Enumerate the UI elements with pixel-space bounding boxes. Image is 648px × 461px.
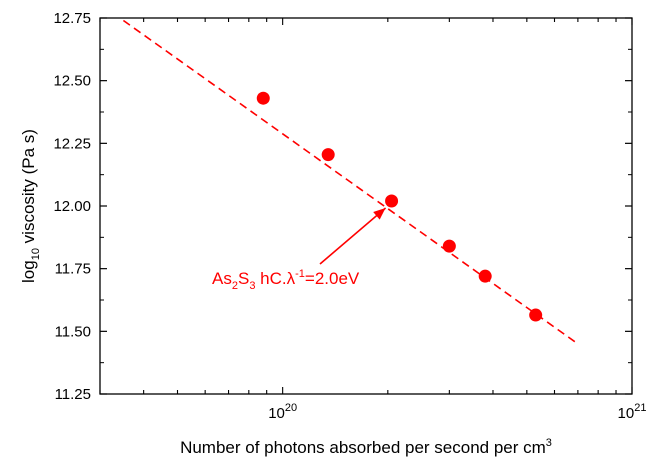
y-tick-label: 11.25 (55, 386, 91, 403)
annotation-group: As2S3 hC.λ-1=2.0eV (212, 207, 387, 292)
x-tick-label-0: 1020 (268, 402, 297, 422)
data-point-2 (321, 148, 335, 162)
y-tick-label: 12.50 (53, 73, 91, 90)
plot-frame (99, 17, 633, 395)
y-axis-title-sub: 10 (30, 248, 42, 260)
y-axis-title: log10 viscosity (Pa s) (19, 129, 42, 283)
data-point-5 (478, 269, 492, 283)
annotation-label: As2S3 hC.λ-1=2.0eV (212, 268, 360, 292)
annotation-arrow-head (373, 207, 386, 220)
x-tick-label-1: 1021 (618, 402, 647, 422)
y-axis-ticks: 11.25 11.50 11.75 12.00 12.25 12.50 12.75 (53, 10, 632, 403)
fit-line (122, 19, 579, 345)
x-axis-ticks: 1020 1021 (99, 18, 647, 422)
data-point-1 (256, 91, 270, 105)
x-axis-title-sup: 3 (546, 437, 552, 449)
data-point-4 (442, 239, 456, 253)
annotation-arrow-line (319, 207, 387, 265)
y-tick-label: 12.25 (53, 135, 91, 152)
y-tick-label: 12.00 (53, 198, 91, 215)
y-tick-label: 12.75 (53, 10, 91, 27)
y-tick-label: 11.75 (55, 261, 91, 278)
data-points (256, 91, 543, 322)
fit-line-group (122, 19, 579, 345)
data-point-6 (529, 308, 543, 322)
y-tick-label: 11.50 (55, 323, 91, 340)
x-axis-title: Number of photons absorbed per second pe… (180, 437, 552, 457)
data-point-3 (385, 194, 399, 208)
